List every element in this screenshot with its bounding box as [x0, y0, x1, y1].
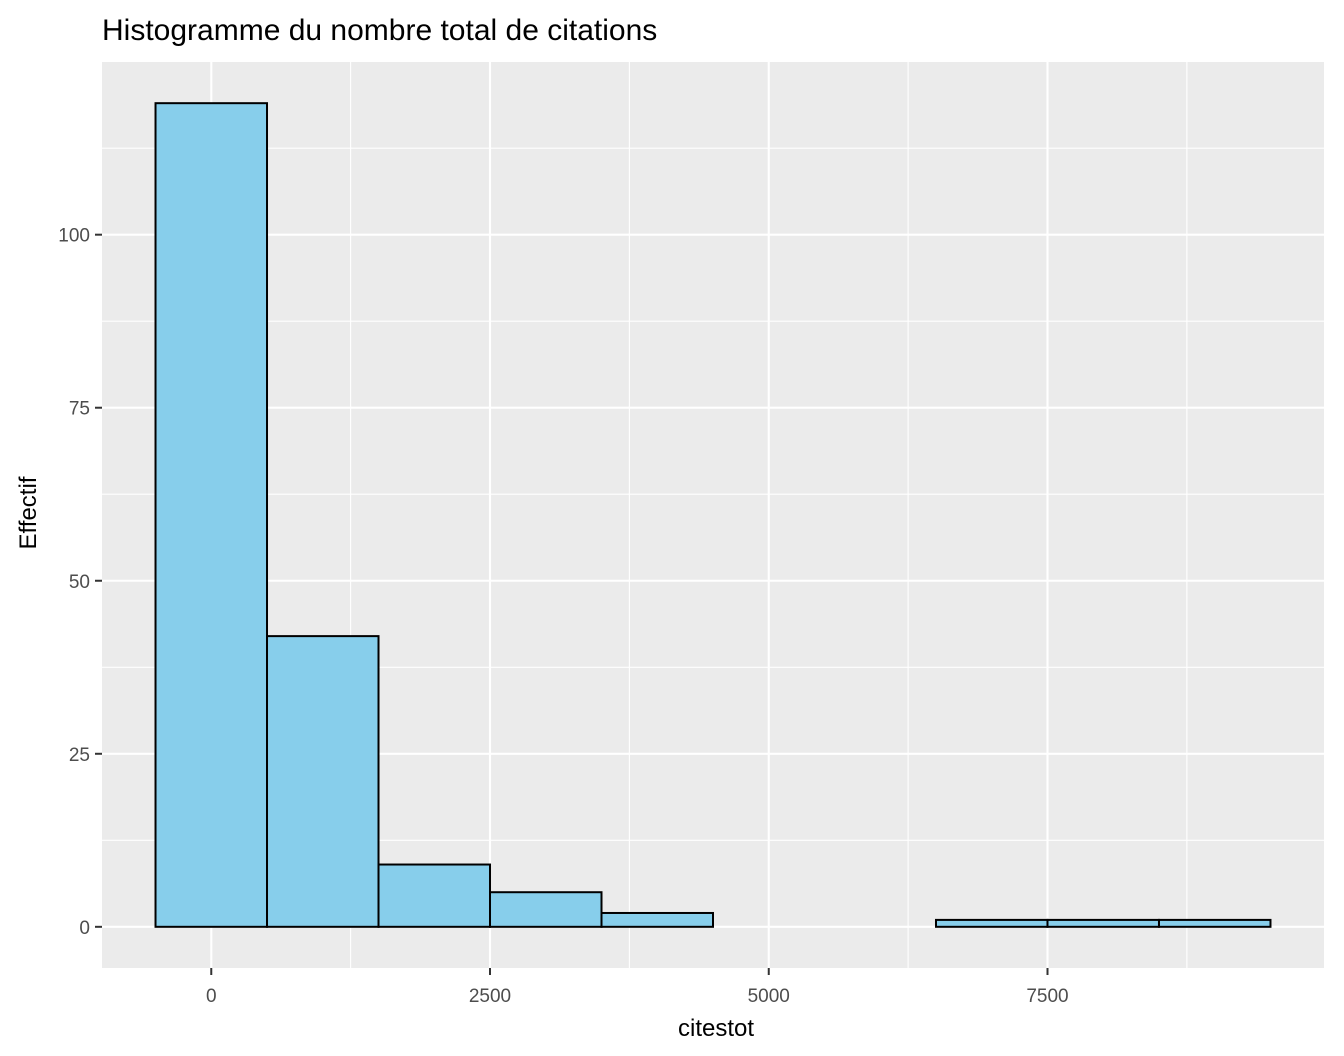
histogram-bars [154, 102, 1272, 928]
y-tick-label: 75 [69, 399, 90, 420]
minor-gridlines [102, 62, 1324, 968]
chart-title: Histogramme du nombre total de citations [102, 14, 657, 47]
x-tick-label: 0 [206, 986, 217, 1007]
histogram-bar-8 [1046, 918, 1160, 928]
y-axis: 0 25 50 75 100 [58, 226, 102, 939]
histogram-bar-4 [600, 911, 715, 928]
histogram-bar-3 [489, 891, 603, 928]
y-tick-label: 50 [69, 572, 90, 593]
histogram-bar-0 [154, 102, 269, 928]
y-tick-label: 25 [69, 745, 90, 766]
histogram-bar-7 [934, 918, 1049, 928]
y-tick-label: 0 [79, 918, 90, 939]
histogram-bar-9 [1157, 918, 1272, 928]
histogram-bar-1 [266, 635, 380, 928]
x-axis-title: citestot [678, 1015, 754, 1042]
x-tick-label: 7500 [1026, 986, 1068, 1007]
histogram-bar-2 [377, 863, 492, 928]
y-axis-title: Effectif [15, 476, 42, 549]
y-tick-label: 100 [58, 226, 90, 247]
x-tick-label: 2500 [469, 986, 511, 1007]
x-axis: 0 2500 5000 7500 [206, 968, 1069, 1007]
x-tick-label: 5000 [748, 986, 790, 1007]
